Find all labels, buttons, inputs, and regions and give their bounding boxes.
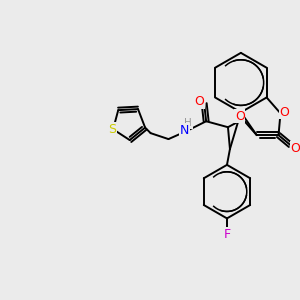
Text: O: O xyxy=(280,106,290,119)
Text: O: O xyxy=(290,142,300,154)
Text: O: O xyxy=(194,95,204,108)
Text: O: O xyxy=(235,110,245,123)
Text: F: F xyxy=(224,228,230,241)
Text: H: H xyxy=(184,118,192,128)
Text: N: N xyxy=(180,124,189,137)
Text: S: S xyxy=(108,123,116,136)
